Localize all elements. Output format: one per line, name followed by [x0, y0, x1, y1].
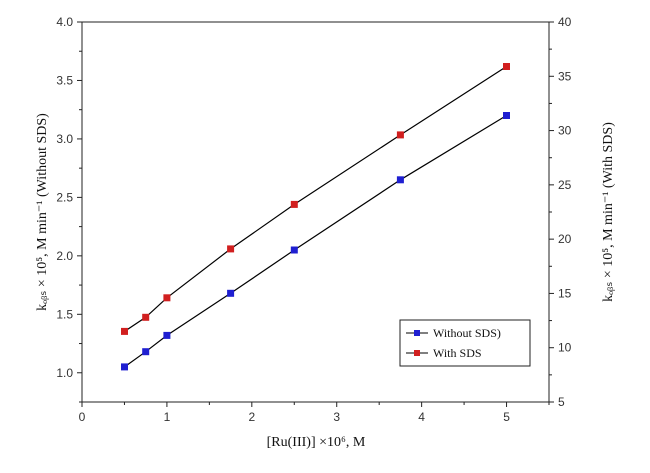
data-point-1: [396, 131, 404, 139]
x-tick-label: 4: [418, 410, 425, 424]
legend-marker-without-sds: [414, 330, 420, 336]
data-point-1: [290, 200, 298, 208]
data-point-0: [163, 331, 171, 339]
y-right-tick-label: 20: [558, 232, 572, 246]
data-point-0: [142, 348, 150, 356]
series-layer: [121, 63, 510, 371]
legend-label-with-sds: With SDS: [433, 346, 482, 360]
data-point-0: [227, 289, 235, 297]
y-right-tick-label: 30: [558, 124, 572, 138]
y-right-axis-title: kₒᵦₛ × 10⁵, M min⁻¹ (With SDS): [601, 122, 616, 302]
y-right-tick-label: 40: [558, 15, 572, 29]
legend-label-without-sds: Without SDS): [433, 326, 501, 340]
legend-marker-with-sds: [414, 350, 420, 356]
x-tick-label: 0: [79, 410, 86, 424]
y-right-tick-label: 35: [558, 69, 572, 83]
y-left-tick-label: 2.0: [56, 249, 73, 263]
series-line-1: [124, 65, 507, 332]
data-point-1: [163, 294, 171, 302]
y-right-tick-label: 25: [558, 178, 572, 192]
y-left-tick-label: 3.5: [56, 73, 73, 87]
y-right-axis-title-label: kₒᵦₛ × 10⁵, M min⁻¹ (With SDS): [601, 122, 616, 302]
data-point-1: [121, 327, 128, 335]
data-point-0: [396, 176, 404, 184]
data-point-0: [121, 363, 128, 371]
y-left-tick-label: 4.0: [56, 15, 73, 29]
y-right-tick-label: 10: [558, 341, 572, 355]
y-left-axis-title-label: kₒᵦₛ × 10⁵, M min⁻¹ (Without SDS): [35, 113, 50, 311]
y-left-tick-label: 2.5: [56, 190, 73, 204]
x-tick-label: 2: [248, 410, 255, 424]
x-tick-label: 3: [333, 410, 340, 424]
y-right-tick-label: 5: [558, 395, 565, 409]
legend-box: [399, 319, 531, 367]
y-left-tick-label: 3.0: [56, 132, 73, 146]
data-point-1: [503, 63, 510, 70]
data-point-1: [227, 245, 235, 253]
x-tick-label: 1: [164, 410, 171, 424]
x-tick-label: 5: [503, 410, 510, 424]
data-point-0: [290, 246, 298, 254]
y-left-tick-label: 1.0: [56, 366, 73, 380]
legend: Without SDS) With SDS: [399, 319, 531, 367]
data-point-1: [142, 313, 150, 321]
y-left-axis-title: kₒᵦₛ × 10⁵, M min⁻¹ (Without SDS): [35, 113, 50, 311]
data-point-0: [503, 112, 510, 119]
ticks-layer: 0 1 2 3 4 5 1.0 1.5 2.0 2.5 3.0 3.5 4.0 5 10 15 20 25 30 35…: [56, 15, 571, 424]
y-left-tick-label: 1.5: [56, 307, 73, 321]
y-right-tick-label: 15: [558, 286, 572, 300]
x-axis-title-label: [Ru(III)] ×10⁶, M: [267, 435, 366, 450]
x-axis-title: [Ru(III)] ×10⁶, M: [267, 435, 366, 450]
